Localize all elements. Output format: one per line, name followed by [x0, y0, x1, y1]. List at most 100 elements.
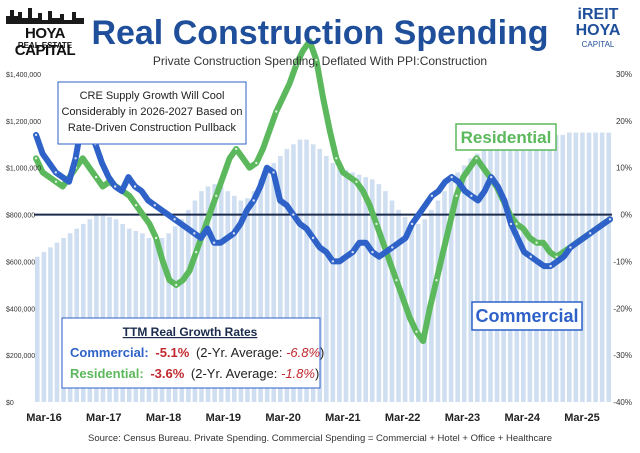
residential-point	[175, 283, 178, 287]
residential-point	[455, 194, 458, 197]
y-left-tick: $0	[6, 400, 14, 407]
ttm-residential-name: Residential:	[70, 366, 144, 381]
y-right-tick: -10%	[613, 257, 632, 266]
y-left-tick: $1,400,000	[6, 72, 41, 79]
commercial-point	[54, 171, 57, 174]
x-tick: Mar-22	[385, 412, 420, 424]
commercial-point	[212, 241, 216, 244]
spending-bar	[599, 132, 605, 403]
commercial-label-box: Commercial	[471, 301, 583, 331]
spending-bar	[435, 200, 441, 402]
spending-bar	[251, 191, 257, 402]
spending-bar	[488, 146, 493, 402]
y-right-tick: -40%	[613, 398, 632, 407]
y-right-tick: 10%	[616, 164, 632, 173]
spending-bar	[468, 158, 474, 402]
callout-line-3: Rate-Driven Construction Pullback	[68, 122, 237, 134]
spending-bar	[278, 156, 283, 402]
residential-point	[275, 110, 278, 113]
spending-bar	[304, 139, 309, 402]
ttm-commercial-avg-value: -6.8%	[286, 345, 320, 360]
y-right-tick: 0%	[620, 211, 632, 220]
residential-point	[235, 147, 238, 151]
logo-right-line2: HOYA	[575, 22, 621, 39]
ttm-row-residential: Residential: -3.6% (2-Yr. Average: -1.8%…	[70, 366, 319, 381]
spending-bar	[586, 132, 592, 403]
ttm-commercial-name: Commercial:	[70, 345, 149, 360]
commercial-point	[509, 222, 513, 226]
logo-left-line1: HOYA CAPITAL	[14, 25, 76, 59]
commercial-line	[33, 113, 613, 270]
spending-bar	[271, 163, 277, 402]
spending-bar	[264, 170, 270, 402]
spending-bar	[521, 139, 526, 402]
commercial-point	[470, 194, 473, 197]
spending-bar	[199, 191, 204, 402]
spending-bar	[540, 137, 546, 402]
commercial-point	[34, 133, 38, 137]
spending-bar	[553, 134, 559, 402]
logo-right-line3: CAPITAL	[581, 40, 615, 49]
spending-bar	[179, 219, 185, 402]
residential-point	[435, 279, 438, 282]
commercial-point	[529, 255, 532, 258]
residential-label-box: Residential	[455, 123, 557, 151]
spending-bar	[120, 223, 125, 402]
x-tick: Mar-16	[26, 412, 61, 424]
chart-subtitle: Private Construction Spending, Deflated …	[153, 54, 487, 68]
y-right-axis: 30% 20% 10% 0% -10% -20% -30% -40%	[613, 70, 632, 407]
commercial-point	[331, 260, 335, 263]
spending-bar	[455, 172, 460, 402]
y-right-tick: -30%	[613, 351, 632, 360]
residential-point	[295, 63, 298, 66]
spending-bar	[415, 223, 421, 402]
commercial-point	[371, 250, 374, 254]
spending-bar	[442, 191, 447, 402]
x-tick: Mar-21	[325, 412, 360, 424]
spending-bar	[74, 228, 79, 402]
spending-bar	[218, 186, 224, 402]
spending-bar	[527, 137, 533, 402]
y-right-tick: -20%	[613, 304, 632, 313]
residential-point	[395, 279, 398, 282]
spending-bar	[245, 198, 250, 402]
commercial-point	[133, 185, 137, 188]
spending-bar	[507, 141, 513, 402]
x-tick: Mar-19	[206, 412, 241, 424]
skyline-icon	[2, 6, 88, 50]
chart-title: Real Construction Spending	[91, 14, 548, 52]
spending-bar	[580, 132, 585, 403]
commercial-point	[608, 218, 612, 221]
residential-point	[255, 161, 258, 165]
spending-bar	[133, 230, 139, 402]
commercial-point	[430, 194, 434, 197]
commercial-point	[153, 204, 156, 207]
commercial-point	[549, 264, 552, 268]
residential-point	[515, 222, 518, 226]
spending-bar	[567, 132, 572, 403]
spending-bar	[291, 144, 296, 403]
ttm-commercial-avg-prefix: (2-Yr. Average:	[196, 345, 286, 360]
y-left-tick: $600,000	[6, 259, 35, 266]
callout-line-2: Considerably in 2026-2027 Based on	[61, 106, 242, 118]
spending-bar	[232, 195, 237, 402]
spending-bar	[363, 177, 368, 402]
y-left-tick: $1,200,000	[6, 119, 41, 126]
y-left-axis: $0 $200,000 $400,000 $600,000 $800,000 $1,000…	[6, 72, 41, 407]
ttm-box: TTM Real Growth Rates Commercial: -5.1% …	[61, 317, 324, 389]
y-left-tick: $200,000	[6, 353, 35, 360]
ttm-residential-avg-value: -1.8%	[281, 366, 315, 381]
spending-bar	[448, 181, 454, 402]
residential-point	[215, 194, 218, 197]
spending-bar	[192, 200, 198, 402]
commercial-point	[272, 171, 275, 174]
spending-bar	[258, 179, 263, 402]
spending-bar	[100, 214, 106, 402]
y-right-tick: 20%	[616, 117, 632, 126]
y-left-tick: $1,000,000	[6, 166, 41, 173]
y-right-tick: 30%	[616, 70, 632, 79]
logo-left-line2: REAL ESTATE	[17, 41, 73, 50]
commercial-point	[193, 232, 196, 235]
spending-bar	[481, 148, 487, 402]
